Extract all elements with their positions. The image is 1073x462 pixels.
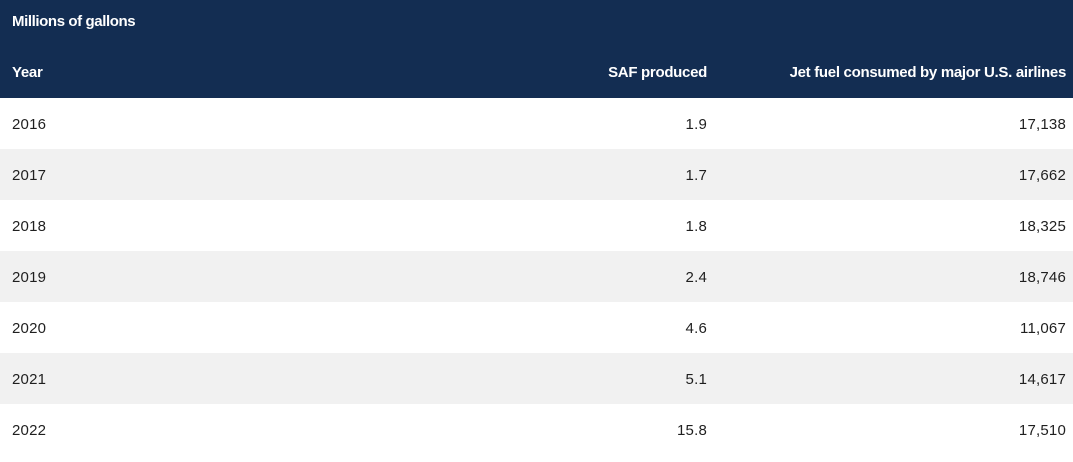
table-row: 2020 4.6 11,067	[0, 302, 1073, 353]
cell-year: 2022	[12, 422, 47, 439]
table-row: 2022 15.8 17,510	[0, 404, 1073, 455]
cell-saf-produced: 5.1	[685, 371, 707, 388]
cell-year: 2020	[12, 320, 47, 337]
cell-saf-produced: 1.7	[685, 167, 707, 184]
table-header: Millions of gallons Year SAF produced Je…	[0, 0, 1073, 98]
cell-year: 2019	[12, 269, 47, 286]
cell-jet-fuel-consumed: 14,617	[1018, 371, 1066, 388]
table-row: 2016 1.9 17,138	[0, 98, 1073, 149]
cell-year: 2021	[12, 371, 47, 388]
table-row: 2017 1.7 17,662	[0, 149, 1073, 200]
cell-saf-produced: 2.4	[685, 269, 707, 286]
column-header-year: Year	[12, 64, 43, 81]
cell-jet-fuel-consumed: 18,325	[1018, 218, 1066, 235]
table-body: 2016 1.9 17,138 2017 1.7 17,662 2018 1.8 18,325 2…	[0, 98, 1073, 455]
cell-saf-produced: 1.9	[685, 116, 707, 133]
cell-jet-fuel-consumed: 11,067	[1020, 320, 1066, 337]
table-row: 2019 2.4 18,746	[0, 251, 1073, 302]
cell-year: 2016	[12, 116, 47, 133]
cell-saf-produced: 4.6	[685, 320, 707, 337]
cell-year: 2017	[12, 167, 47, 184]
cell-saf-produced: 1.8	[685, 218, 707, 235]
table-row: 2018 1.8 18,325	[0, 200, 1073, 251]
table-row: 2021 5.1 14,617	[0, 353, 1073, 404]
column-header-saf-produced: SAF produced	[608, 64, 707, 81]
cell-jet-fuel-consumed: 17,138	[1018, 116, 1066, 133]
cell-jet-fuel-consumed: 17,662	[1018, 167, 1066, 184]
cell-saf-produced: 15.8	[677, 422, 707, 439]
unit-label: Millions of gallons	[12, 13, 136, 30]
cell-jet-fuel-consumed: 17,510	[1018, 422, 1066, 439]
column-header-jet-fuel: Jet fuel consumed by major U.S. airlines	[789, 64, 1067, 81]
cell-year: 2018	[12, 218, 47, 235]
cell-jet-fuel-consumed: 18,746	[1018, 269, 1066, 286]
